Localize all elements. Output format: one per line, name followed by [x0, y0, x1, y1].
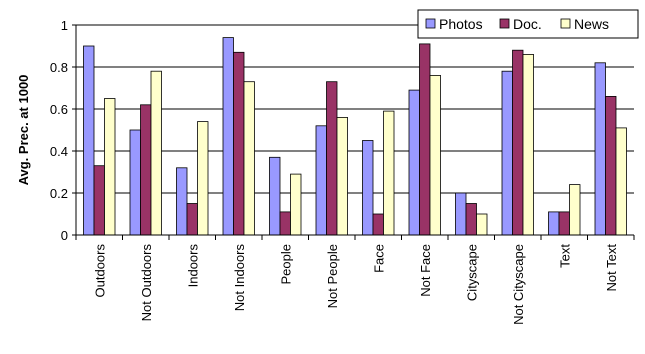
bar-doc-face	[372, 213, 384, 236]
x-category-label: Not Text	[604, 244, 619, 292]
bar-photos-not-indoors	[222, 37, 234, 236]
bar-doc-outdoors	[93, 165, 105, 236]
x-category-label: People	[278, 244, 293, 284]
bar-photos-text	[548, 211, 560, 236]
bar-photos-outdoors	[83, 45, 95, 236]
bar-doc-people	[279, 211, 291, 236]
bar-news-not-cityscape	[522, 54, 534, 236]
axes	[72, 24, 635, 240]
x-category-label: Not Cityscape	[511, 244, 526, 325]
bar-photos-indoors	[176, 167, 188, 236]
x-category-label: Not Indoors	[232, 244, 247, 312]
legend-box	[417, 9, 639, 39]
y-tick-label: 0.4	[50, 144, 68, 159]
bar-news-not-indoors	[243, 81, 255, 236]
bar-doc-not-text	[605, 96, 617, 236]
y-tick-label: 0.2	[50, 186, 68, 201]
gridlines	[76, 24, 634, 194]
x-category-label: Not Outdoors	[139, 244, 154, 322]
bar-news-not-text	[615, 127, 627, 236]
legend: Photos Doc. News	[417, 9, 639, 39]
bar-doc-indoors	[186, 203, 198, 236]
bar-news-people	[290, 173, 302, 236]
bar-photos-not-people	[315, 125, 327, 236]
bar-news-face	[383, 110, 395, 236]
legend-label: Doc.	[513, 16, 542, 32]
legend-label: Photos	[439, 16, 483, 32]
bar-news-indoors	[197, 121, 209, 236]
x-category-label: Outdoors	[92, 244, 107, 298]
y-tick-labels: 0 0.2 0.4 0.6 0.8 1	[50, 18, 68, 243]
bar-news-cityscape	[476, 213, 488, 236]
bar-doc-not-face	[419, 43, 431, 236]
x-category-label: Indoors	[185, 244, 200, 288]
bar-photos-not-cityscape	[501, 70, 513, 236]
legend-swatch	[425, 18, 436, 29]
bar-photos-people	[269, 156, 281, 236]
x-category-label: Cityscape	[464, 244, 479, 301]
bar-doc-not-people	[326, 81, 338, 236]
bar-news-not-people	[336, 117, 348, 236]
bar-news-text	[569, 184, 581, 236]
x-category-label: Face	[371, 244, 386, 273]
legend-swatch	[560, 18, 571, 29]
y-axis-label: Avg. Prec. at 1000	[16, 75, 31, 186]
bar-news-outdoors	[104, 98, 116, 236]
x-category-label: Not Face	[418, 244, 433, 297]
legend-label: News	[574, 16, 609, 32]
legend-swatch	[499, 18, 510, 29]
y-tick-label: 0.6	[50, 102, 68, 117]
bar-doc-text	[558, 211, 570, 236]
bar-doc-not-outdoors	[140, 104, 152, 236]
bar-doc-not-cityscape	[512, 49, 524, 236]
y-tick-label: 1	[61, 18, 68, 33]
x-category-label: Text	[557, 244, 572, 268]
bar-news-not-face	[429, 75, 441, 236]
bar-photos-not-text	[594, 62, 606, 236]
bar-photos-cityscape	[455, 192, 467, 236]
bar-doc-not-indoors	[233, 51, 245, 236]
bar-photos-face	[362, 140, 374, 236]
x-category-labels: Outdoors Not Outdoors Indoors Not Indoors Pe…	[92, 244, 619, 325]
x-category-label: Not People	[325, 244, 340, 308]
bars	[83, 37, 627, 236]
bar-doc-cityscape	[465, 203, 477, 236]
bar-photos-not-face	[408, 89, 420, 236]
y-tick-label: 0	[61, 228, 68, 243]
bar-photos-not-outdoors	[129, 129, 141, 236]
bar-news-not-outdoors	[150, 70, 162, 236]
y-tick-label: 0.8	[50, 60, 68, 75]
